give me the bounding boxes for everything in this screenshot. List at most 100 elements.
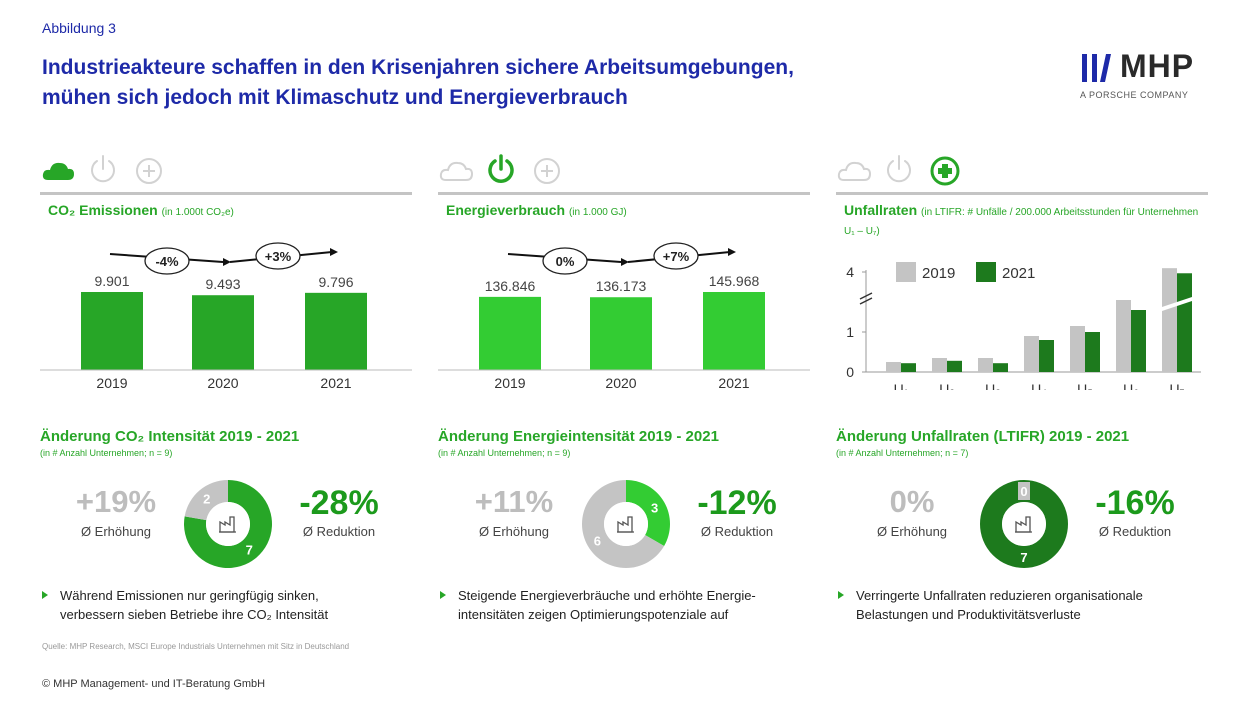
donut-chart: 07 <box>980 480 1068 568</box>
bullet-point: Während Emissionen nur geringfügig sinke… <box>40 586 412 626</box>
x-tick-label: U₅ <box>1077 381 1093 390</box>
page-title-line-2: mühen sich jedoch mit Klimaschutz und En… <box>42 86 628 109</box>
bar-chart: 9.901 2019 9.493 2020 9.796 2021 -4% +3% <box>40 242 412 390</box>
bullet-line-1: Verringerte Unfallraten reduzieren organ… <box>856 588 1143 603</box>
power-icon <box>887 155 911 183</box>
change-label: -4% <box>155 254 179 269</box>
donut-slice-increase <box>582 480 665 568</box>
cloud-icon <box>837 161 872 181</box>
logo-tagline: A PORSCHE COMPANY <box>1080 90 1189 100</box>
value-label: 145.968 <box>709 273 760 289</box>
mhp-logo: MHP A PORSCHE COMPANY <box>1080 48 1220 108</box>
bar-2019 <box>479 296 541 370</box>
bullet-line-1: Steigende Energieverbräuche und erhöhte … <box>458 588 756 603</box>
y-tick-label: 4 <box>846 264 854 280</box>
bar-2019-3 <box>978 358 993 372</box>
donut-increase-label: 2 <box>203 492 210 507</box>
bar-2019-6 <box>1116 300 1131 372</box>
factory-icon <box>617 516 634 533</box>
plus-circle-icon <box>534 158 560 184</box>
bullet-line-1: Während Emissionen nur geringfügig sinke… <box>60 588 319 603</box>
chart-title-text: Energieverbrauch <box>446 202 566 218</box>
factory-icon <box>219 516 236 533</box>
bar-2021 <box>305 292 367 370</box>
donut-chart: 63 <box>582 480 670 568</box>
panel-co2: CO₂ Emissionen (in 1.000t CO₂e) 9.901 201… <box>40 150 412 630</box>
bullet-line-2: verbessern sieben Betriebe ihre CO₂ Inte… <box>60 607 329 622</box>
icon-row <box>40 150 412 190</box>
x-tick-label: 2021 <box>320 375 351 390</box>
bullet-arrow-icon <box>838 591 844 599</box>
power-icon <box>91 155 115 183</box>
change-bubble <box>653 242 699 270</box>
bar-2020 <box>590 297 652 370</box>
bullet-line-2: intensitäten zeigen Optimierungspotenzia… <box>458 607 729 622</box>
x-tick-label: 2020 <box>207 375 238 390</box>
bar-2019-2 <box>932 358 947 372</box>
source-note: Quelle: MHP Research, MSCI Europe Indust… <box>42 642 350 651</box>
change-bubble <box>255 242 301 270</box>
chart-title-text: CO₂ Emissionen <box>48 202 158 218</box>
change-label: +3% <box>265 249 292 264</box>
x-tick-label: 2019 <box>494 375 525 390</box>
bar-2019 <box>81 292 143 370</box>
legend-label: 2021 <box>1002 265 1035 282</box>
chart-unit: (in LTIFR: # Unfälle / 200.000 Arbeitsst… <box>844 207 1199 237</box>
x-tick-label: U₆ <box>1123 381 1139 390</box>
factory-icon <box>1015 516 1032 533</box>
chart-title: Unfallraten (in LTIFR: # Unfälle / 200.0… <box>844 202 1209 240</box>
increase-value: +11% <box>474 484 554 519</box>
divider <box>40 192 412 195</box>
legend-swatch <box>896 262 916 282</box>
value-label: 9.901 <box>94 273 129 289</box>
bar-chart: 136.846 2019 136.173 2020 145.968 2021 0% +7% <box>438 242 810 390</box>
divider <box>438 192 810 195</box>
section-title: Änderung CO₂ Intensität 2019 - 2021 <box>40 428 300 445</box>
legend-swatch <box>976 262 996 282</box>
change-bubble <box>144 247 190 275</box>
divider <box>836 192 1208 195</box>
x-tick-label: 2019 <box>96 375 127 390</box>
change-label: +7% <box>663 249 690 264</box>
bar-2019-5 <box>1070 326 1085 372</box>
bar-2019-1 <box>886 362 901 372</box>
bar-2021-5 <box>1085 332 1100 372</box>
bar-2021-6 <box>1131 310 1146 372</box>
bar-2019-7 <box>1162 268 1177 372</box>
reduction-value: -12% <box>697 484 777 522</box>
logo-name: MHP <box>1120 48 1195 84</box>
cloud-icon <box>439 161 474 181</box>
bullet-text: Verringerte Unfallraten reduzieren organ… <box>856 586 1206 624</box>
bullet-line-2: Belastungen und Produktivitätsverluste <box>856 607 1081 622</box>
bar-2021-4 <box>1039 340 1054 372</box>
increase-label: Ø Erhöhung <box>876 524 948 539</box>
x-tick-label: U₁ <box>894 381 909 390</box>
x-tick-label: U₃ <box>985 381 1001 390</box>
section-title: Änderung Unfallraten (LTIFR) 2019 - 2021 <box>836 428 1130 445</box>
chart-title: Energieverbrauch (in 1.000 GJ) <box>446 202 627 218</box>
chart-unit: (in 1.000 GJ) <box>568 207 627 218</box>
copyright: © MHP Management- und IT-Beratung GmbH <box>42 678 266 690</box>
change-arrows <box>507 248 736 266</box>
mhp-logo-mark-icon <box>1082 54 1111 82</box>
increase-label: Ø Erhöhung <box>478 524 550 539</box>
reduction-label: Ø Reduktion <box>302 524 376 539</box>
x-tick-label: U₇ <box>1170 381 1185 390</box>
x-tick-label: U₂ <box>939 381 955 390</box>
donut-reduction-label: 7 <box>1020 550 1027 565</box>
increase-value: +19% <box>75 484 157 519</box>
value-label: 136.846 <box>485 278 536 294</box>
axis-break <box>859 292 873 305</box>
donut-slice-reduction <box>626 480 670 546</box>
chart-title-text: Unfallraten <box>844 202 918 218</box>
bar-break <box>1159 296 1195 312</box>
bar-2021-1 <box>901 363 916 372</box>
change-bubble <box>542 247 588 275</box>
figure-label: Abbildung 3 <box>42 20 116 36</box>
bar-2020 <box>192 295 254 370</box>
chart-unit: (in 1.000t CO₂e) <box>161 207 234 218</box>
reduction-value: -28% <box>299 484 379 522</box>
increase-label: Ø Erhöhung <box>80 524 152 539</box>
bullet-text: Während Emissionen nur geringfügig sinke… <box>60 586 410 624</box>
x-tick-label: 2020 <box>605 375 636 390</box>
